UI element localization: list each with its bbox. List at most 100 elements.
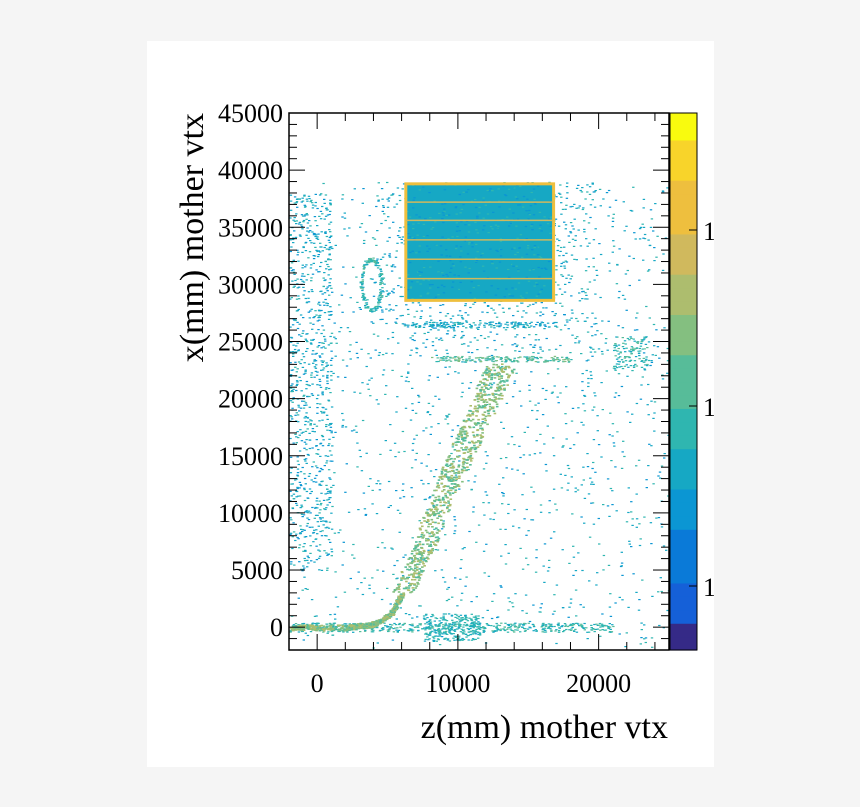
band-cell (450, 463, 454, 465)
hit-cell (408, 628, 412, 630)
hit-cell (325, 424, 328, 426)
hit-cell (327, 553, 330, 555)
hit-cell (316, 346, 319, 348)
hit-cell (498, 326, 501, 328)
band-cell (330, 624, 333, 627)
hit-cell (417, 302, 420, 304)
hit-cell (325, 460, 329, 462)
hit-cell (592, 628, 595, 630)
hit-cell (591, 183, 594, 185)
hit-cell (425, 613, 428, 615)
hit-cell (292, 242, 295, 244)
hit-cell (326, 377, 329, 379)
hit-cell (602, 504, 605, 506)
band-cell (365, 623, 369, 625)
hit-cell (379, 629, 382, 631)
hit-cell (554, 281, 557, 283)
hit-cell (471, 633, 474, 635)
hit-cell (553, 610, 556, 612)
hit-cell (419, 355, 422, 357)
hit-cell (482, 629, 485, 631)
hit-cell (298, 198, 301, 200)
band-cell (493, 412, 497, 415)
hit-cell (461, 639, 464, 641)
hit-cell (316, 371, 319, 373)
hit-cell (509, 623, 513, 625)
hit-cell (583, 231, 586, 233)
band-cell (497, 398, 501, 400)
band-cell (345, 629, 349, 631)
hit-cell (343, 217, 347, 219)
hit-cell (308, 406, 311, 408)
band-cell (424, 560, 428, 562)
hit-cell (472, 627, 475, 629)
hit-cell (566, 192, 569, 194)
hit-cell (575, 631, 579, 633)
band-cell (397, 586, 400, 589)
hit-cell (465, 576, 468, 578)
hit-cell (310, 308, 313, 310)
hit-cell (524, 594, 528, 596)
hit-cell (453, 629, 457, 631)
hit-cell (410, 558, 414, 560)
hit-cell (379, 282, 382, 284)
hit-cell (595, 269, 598, 271)
hit-cell (425, 621, 429, 623)
hit-cell (311, 623, 314, 625)
hit-cell (300, 485, 303, 487)
hit-cell (573, 258, 576, 260)
hit-cell (321, 391, 324, 393)
hit-cell (343, 591, 347, 593)
hit-cell (317, 301, 321, 303)
hit-cell (626, 411, 629, 413)
hit-cell (577, 229, 580, 231)
hit-cell (383, 547, 387, 549)
band-cell (429, 514, 433, 516)
hit-cell (291, 238, 295, 241)
hit-cell (321, 364, 324, 366)
hit-cell (308, 385, 311, 387)
hit-cell (376, 546, 380, 548)
hit-cell (328, 314, 331, 316)
hit-cell (296, 487, 299, 490)
hit-cell (600, 333, 603, 335)
hit-cell (544, 359, 547, 361)
hit-cell (295, 412, 298, 414)
band-cell (475, 441, 478, 444)
band-cell (370, 626, 374, 629)
band-cell (421, 532, 424, 534)
hit-cell (560, 626, 564, 628)
hit-cell (310, 374, 313, 376)
hit-cell (312, 481, 315, 483)
hit-cell (379, 268, 382, 270)
hit-cell (458, 460, 461, 462)
hit-cell (317, 303, 320, 305)
hit-cell (401, 489, 404, 491)
hit-cell (523, 630, 527, 632)
hit-cell (310, 393, 314, 395)
hit-cell (356, 301, 359, 303)
hit-cell (507, 552, 510, 554)
hit-cell (290, 336, 293, 338)
hit-cell (491, 630, 494, 632)
hit-cell (648, 244, 652, 246)
hit-cell (642, 352, 646, 354)
hit-cell (468, 617, 471, 619)
hit-cell (591, 199, 594, 201)
band-cell (437, 495, 441, 498)
hit-cell (613, 445, 616, 447)
hit-cell (300, 528, 303, 530)
hit-cell (525, 534, 528, 536)
hit-cell (613, 344, 616, 347)
hit-cell (306, 396, 309, 398)
hit-cell (638, 355, 641, 357)
hit-cell (635, 365, 639, 367)
hit-cell (462, 334, 465, 337)
hit-cell (307, 519, 311, 521)
hit-cell (378, 294, 381, 296)
hit-cell (590, 374, 593, 376)
hit-cell (398, 236, 401, 238)
band-cell (343, 625, 346, 628)
hit-cell (617, 353, 620, 355)
band-cell (479, 442, 482, 444)
